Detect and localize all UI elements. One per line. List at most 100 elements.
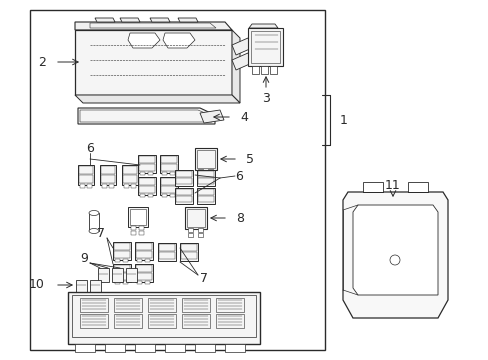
Text: 6: 6: [86, 141, 94, 154]
Ellipse shape: [89, 211, 99, 216]
Polygon shape: [75, 22, 231, 30]
Bar: [198, 233, 203, 237]
Bar: [137, 259, 142, 262]
Bar: [161, 164, 177, 171]
Bar: [78, 165, 94, 185]
Bar: [137, 281, 142, 284]
Polygon shape: [120, 18, 140, 22]
Text: 5: 5: [245, 153, 253, 166]
Bar: [139, 226, 143, 230]
Bar: [216, 298, 244, 312]
Bar: [123, 166, 137, 174]
Bar: [100, 165, 116, 185]
Bar: [138, 155, 156, 173]
Bar: [136, 265, 152, 272]
Text: 7: 7: [97, 226, 105, 239]
Bar: [161, 156, 177, 163]
Bar: [187, 228, 193, 232]
Circle shape: [389, 255, 399, 265]
Bar: [114, 243, 130, 250]
Polygon shape: [231, 30, 240, 103]
Bar: [139, 164, 155, 171]
Bar: [101, 175, 115, 183]
Bar: [87, 184, 92, 188]
Bar: [115, 281, 120, 284]
Bar: [102, 184, 107, 188]
Bar: [159, 244, 175, 251]
Bar: [269, 66, 276, 74]
Bar: [101, 166, 115, 174]
Bar: [162, 172, 167, 175]
Bar: [75, 30, 231, 95]
Bar: [176, 189, 192, 195]
Bar: [113, 264, 131, 282]
Bar: [114, 251, 130, 258]
Bar: [105, 344, 125, 352]
Bar: [164, 344, 184, 352]
Bar: [139, 178, 155, 185]
Bar: [135, 242, 153, 260]
Polygon shape: [352, 205, 437, 295]
Bar: [148, 314, 176, 328]
Bar: [136, 273, 152, 280]
Text: 10: 10: [29, 279, 45, 292]
Bar: [161, 186, 177, 193]
Polygon shape: [200, 110, 224, 123]
Bar: [139, 231, 143, 235]
Bar: [109, 184, 114, 188]
Bar: [207, 169, 213, 173]
Polygon shape: [231, 38, 251, 55]
Bar: [186, 209, 204, 227]
Text: 1: 1: [339, 113, 347, 126]
Bar: [123, 175, 137, 183]
Bar: [261, 66, 267, 74]
Bar: [80, 184, 85, 188]
Bar: [175, 188, 193, 204]
Bar: [182, 314, 209, 328]
Text: 7: 7: [200, 271, 207, 284]
Text: 6: 6: [235, 170, 243, 183]
Bar: [114, 265, 130, 272]
Bar: [176, 178, 192, 184]
Text: 9: 9: [80, 252, 88, 265]
Bar: [76, 280, 87, 292]
Bar: [197, 188, 215, 204]
Polygon shape: [95, 18, 115, 22]
Bar: [195, 148, 217, 170]
Bar: [130, 209, 146, 225]
Bar: [362, 182, 382, 192]
Bar: [148, 298, 176, 312]
Bar: [124, 184, 129, 188]
Bar: [131, 184, 136, 188]
Bar: [128, 207, 148, 227]
Bar: [126, 268, 137, 282]
Bar: [250, 31, 280, 63]
Bar: [198, 189, 214, 195]
Polygon shape: [78, 108, 215, 124]
Bar: [80, 298, 108, 312]
Bar: [131, 231, 136, 235]
Bar: [140, 194, 145, 197]
Bar: [184, 207, 206, 229]
Bar: [135, 344, 155, 352]
Bar: [198, 196, 214, 202]
Bar: [160, 177, 178, 195]
Bar: [75, 344, 95, 352]
Bar: [114, 314, 142, 328]
Bar: [90, 280, 101, 292]
Text: 11: 11: [385, 179, 400, 192]
Bar: [170, 172, 175, 175]
Bar: [79, 166, 93, 174]
Bar: [140, 172, 145, 175]
Bar: [160, 155, 178, 173]
Bar: [138, 177, 156, 195]
Bar: [198, 228, 203, 232]
Bar: [207, 174, 213, 178]
Bar: [198, 174, 203, 178]
Bar: [175, 170, 193, 186]
Polygon shape: [178, 18, 198, 22]
Bar: [114, 273, 130, 280]
Bar: [181, 244, 197, 251]
Polygon shape: [231, 53, 251, 70]
Bar: [407, 182, 427, 192]
